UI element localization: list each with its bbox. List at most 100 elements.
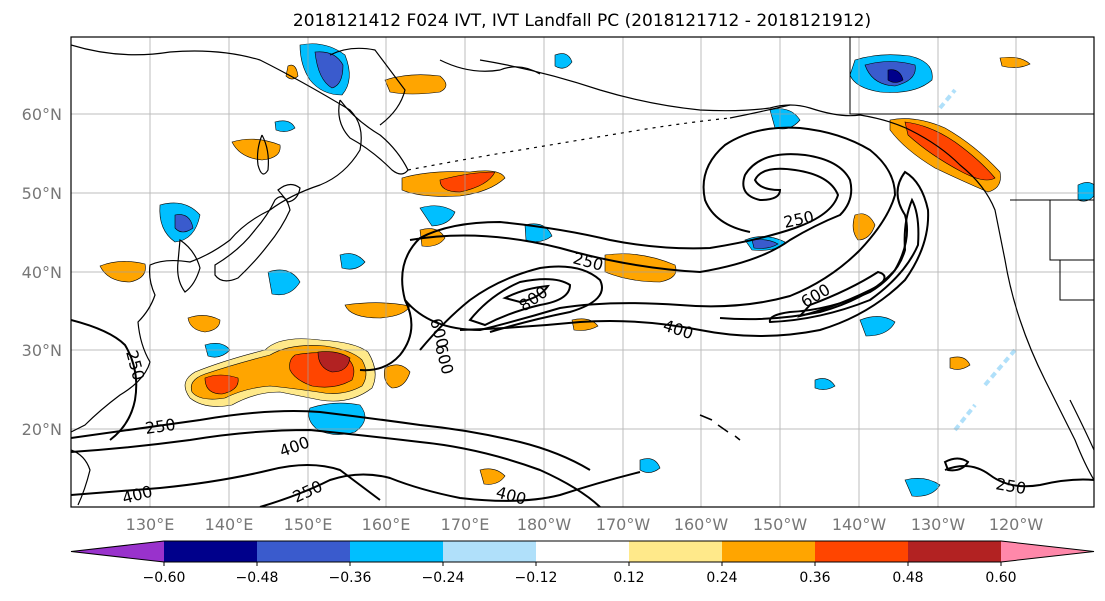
colorbar-tick-label: −0.48 xyxy=(236,570,279,586)
aleutian-chain xyxy=(407,117,731,171)
colorbar-segment xyxy=(443,541,537,562)
colorbar-tick-label: −0.24 xyxy=(422,570,465,586)
streak-line xyxy=(953,403,977,432)
us-state-line xyxy=(1049,200,1094,261)
canada-border xyxy=(849,37,1094,115)
contour-400-s xyxy=(71,428,601,507)
contour-label: 250 xyxy=(144,415,177,438)
colorbar-segment xyxy=(722,541,816,562)
lat-label: 20°N xyxy=(22,420,62,439)
asia-coast xyxy=(71,44,362,433)
colorbar-segment xyxy=(257,541,351,562)
shade-blob xyxy=(174,214,194,233)
lon-label: 150°W xyxy=(753,515,808,534)
lon-label: 160°W xyxy=(674,515,729,534)
colorbar-segment xyxy=(164,541,258,562)
shade-blob xyxy=(308,402,366,435)
lat-label: 40°N xyxy=(22,263,62,282)
hawaii-islands xyxy=(699,414,741,441)
streak-layer xyxy=(938,88,1017,432)
shade-blob xyxy=(384,74,447,95)
colorbar-segment xyxy=(908,541,1002,562)
baja-coast xyxy=(1069,399,1094,451)
lon-label: 180°W xyxy=(517,515,572,534)
lon-label: 160°E xyxy=(362,515,411,534)
contour-600 xyxy=(468,278,572,327)
lon-label: 170°E xyxy=(441,515,490,534)
colorbar-segment xyxy=(350,541,444,562)
colorbar-segment xyxy=(536,541,630,562)
colorbar-segment xyxy=(71,541,164,562)
kamchatka-interior xyxy=(329,47,406,126)
colorbar-tick-label: 0.36 xyxy=(799,570,830,586)
hokkaido-coast xyxy=(277,183,301,203)
colorbar-tick-label: 0.24 xyxy=(706,570,737,586)
shade-blob xyxy=(554,53,573,69)
lat-label: 50°N xyxy=(22,184,62,203)
us-state-line xyxy=(1059,260,1094,301)
colorbar-segment xyxy=(815,541,909,562)
graticule xyxy=(71,37,1094,507)
streak-line xyxy=(983,348,1017,387)
shade-blob xyxy=(751,239,779,249)
shade-blob xyxy=(479,468,506,485)
shade-blob xyxy=(814,378,836,390)
shade-blob xyxy=(439,171,496,193)
shade-blob xyxy=(904,121,996,181)
lon-label: 140°E xyxy=(205,515,254,534)
lon-label: 150°E xyxy=(284,515,333,534)
contour-400 xyxy=(419,265,603,351)
contour-800 xyxy=(797,270,886,318)
colorbar-tick-label: −0.12 xyxy=(515,570,558,586)
bering-coast xyxy=(439,59,541,75)
streak-line xyxy=(938,88,957,110)
shade-blob xyxy=(267,269,301,296)
shade-blob xyxy=(859,316,896,337)
shade-blob xyxy=(344,302,411,319)
lon-label: 140°W xyxy=(832,515,887,534)
shade-blob xyxy=(384,364,411,389)
coastlines xyxy=(71,37,1094,506)
lon-label: 130°E xyxy=(126,515,175,534)
alaska-peninsula xyxy=(729,104,791,119)
map-title: 2018121412 F024 IVT, IVT Landfall PC (20… xyxy=(293,11,871,31)
shade-blob xyxy=(949,356,971,370)
colorbar-tick-label: 0.12 xyxy=(613,570,644,586)
kamchatka-coast xyxy=(338,99,409,175)
philippine-coast xyxy=(71,449,91,506)
shade-blob xyxy=(419,205,456,227)
alaska-coast xyxy=(479,59,1094,481)
lon-label: 170°W xyxy=(596,515,651,534)
lon-label: 120°W xyxy=(989,515,1044,534)
ivt-contours xyxy=(71,126,1094,507)
lon-labels: 130°E 140°E 150°E 160°E 170°E 180°W 170°… xyxy=(126,515,1044,534)
contour-800 xyxy=(502,284,550,304)
shade-blob xyxy=(317,351,351,373)
sakhalin-coast xyxy=(256,134,269,175)
lat-labels: 60°N 50°N 40°N 30°N 20°N xyxy=(22,105,62,439)
contour-250 xyxy=(404,126,897,332)
shade-blob xyxy=(204,374,239,395)
shade-blob xyxy=(274,120,296,132)
shade-blob xyxy=(904,478,941,497)
contour-250-w xyxy=(71,319,138,441)
japan-coast xyxy=(214,196,291,282)
colorbar-tick-label: −0.36 xyxy=(329,570,372,586)
colorbar-tick-label: 0.48 xyxy=(892,570,923,586)
lat-label: 30°N xyxy=(22,341,62,360)
contour-250-s2 xyxy=(259,471,641,507)
shade-blob xyxy=(999,56,1031,68)
map-frame xyxy=(70,36,1095,508)
colorbar-segment xyxy=(629,541,723,562)
contour-250 xyxy=(359,153,853,372)
shade-blob xyxy=(1077,182,1094,202)
colorbar-tick-label: 0.60 xyxy=(985,570,1016,586)
shade-blob xyxy=(187,315,221,333)
korea-coast xyxy=(177,238,201,293)
shade-blob xyxy=(639,458,661,473)
shade-blob xyxy=(339,253,366,270)
colorbar-tick-label: −0.60 xyxy=(143,570,186,586)
lat-label: 60°N xyxy=(22,105,62,124)
contour-250-s xyxy=(71,410,591,471)
